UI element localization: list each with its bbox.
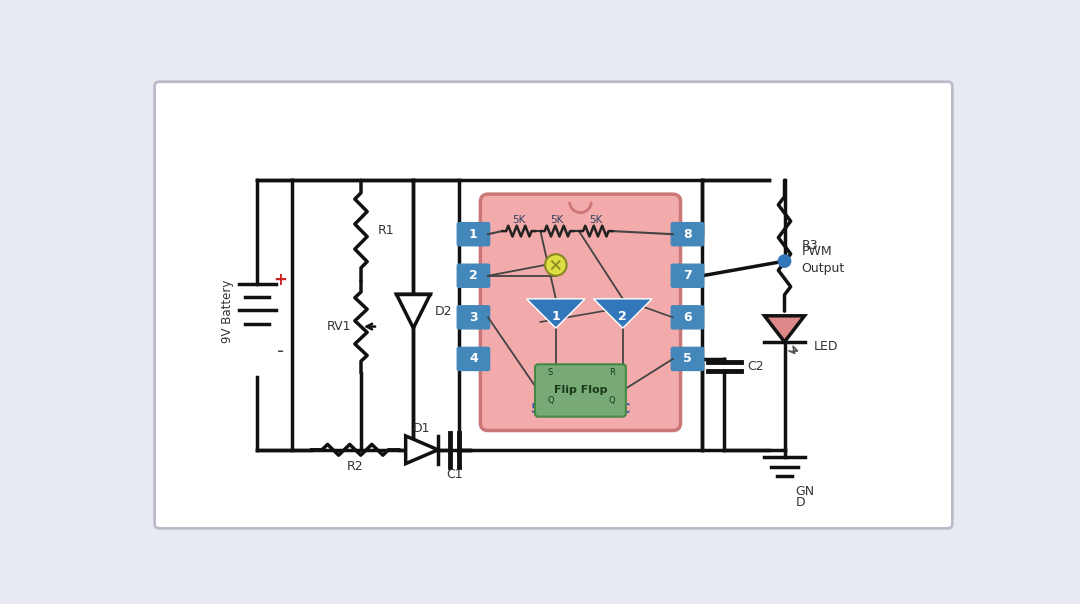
Text: 5K: 5K [590, 215, 603, 225]
Text: C2: C2 [747, 360, 765, 373]
FancyBboxPatch shape [457, 223, 489, 246]
Text: 6: 6 [684, 311, 692, 324]
Text: Flip Flop: Flip Flop [554, 385, 607, 396]
Text: 7: 7 [684, 269, 692, 282]
Text: +: + [273, 271, 287, 289]
Text: PWM: PWM [801, 245, 832, 259]
Text: S: S [548, 368, 553, 377]
Text: 5K: 5K [512, 215, 526, 225]
FancyBboxPatch shape [154, 82, 953, 528]
Text: Q: Q [548, 396, 554, 405]
Text: 1: 1 [469, 228, 477, 240]
Circle shape [545, 254, 567, 276]
Text: 1: 1 [552, 310, 561, 323]
Text: C1: C1 [446, 468, 462, 481]
Polygon shape [594, 299, 652, 328]
Text: 5K: 5K [551, 215, 564, 225]
Polygon shape [406, 436, 438, 464]
Text: -: - [276, 342, 284, 361]
Text: Q: Q [609, 396, 616, 405]
Polygon shape [527, 299, 585, 328]
Text: GN: GN [795, 485, 814, 498]
FancyBboxPatch shape [535, 364, 626, 417]
Text: RV1: RV1 [326, 320, 351, 333]
FancyBboxPatch shape [672, 347, 704, 370]
Text: 555 Timer IC: 555 Timer IC [530, 402, 630, 416]
Text: 9V Battery: 9V Battery [221, 280, 234, 343]
Text: D1: D1 [413, 422, 431, 435]
FancyBboxPatch shape [457, 347, 489, 370]
Text: Output: Output [801, 262, 845, 275]
FancyBboxPatch shape [672, 264, 704, 288]
FancyBboxPatch shape [457, 306, 489, 329]
FancyBboxPatch shape [672, 306, 704, 329]
Text: R3: R3 [801, 239, 818, 252]
Polygon shape [765, 316, 805, 342]
Text: D: D [795, 496, 805, 509]
Text: 2: 2 [469, 269, 477, 282]
Text: D2: D2 [435, 304, 453, 318]
Text: 5: 5 [684, 352, 692, 365]
Polygon shape [396, 294, 430, 328]
Text: LED: LED [813, 340, 838, 353]
Text: R1: R1 [378, 224, 394, 237]
Text: 8: 8 [684, 228, 692, 240]
FancyBboxPatch shape [457, 264, 489, 288]
FancyBboxPatch shape [481, 194, 680, 431]
Text: R2: R2 [347, 460, 364, 473]
Circle shape [779, 255, 791, 268]
Text: 2: 2 [619, 310, 627, 323]
FancyBboxPatch shape [672, 223, 704, 246]
Text: 3: 3 [469, 311, 477, 324]
Text: R: R [609, 368, 615, 377]
Text: 4: 4 [469, 352, 477, 365]
